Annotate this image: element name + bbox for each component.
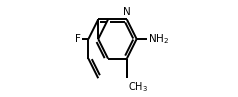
Text: F: F: [75, 34, 81, 44]
Text: NH$_2$: NH$_2$: [148, 32, 169, 46]
Text: CH$_3$: CH$_3$: [129, 80, 149, 94]
Text: N: N: [123, 7, 131, 17]
